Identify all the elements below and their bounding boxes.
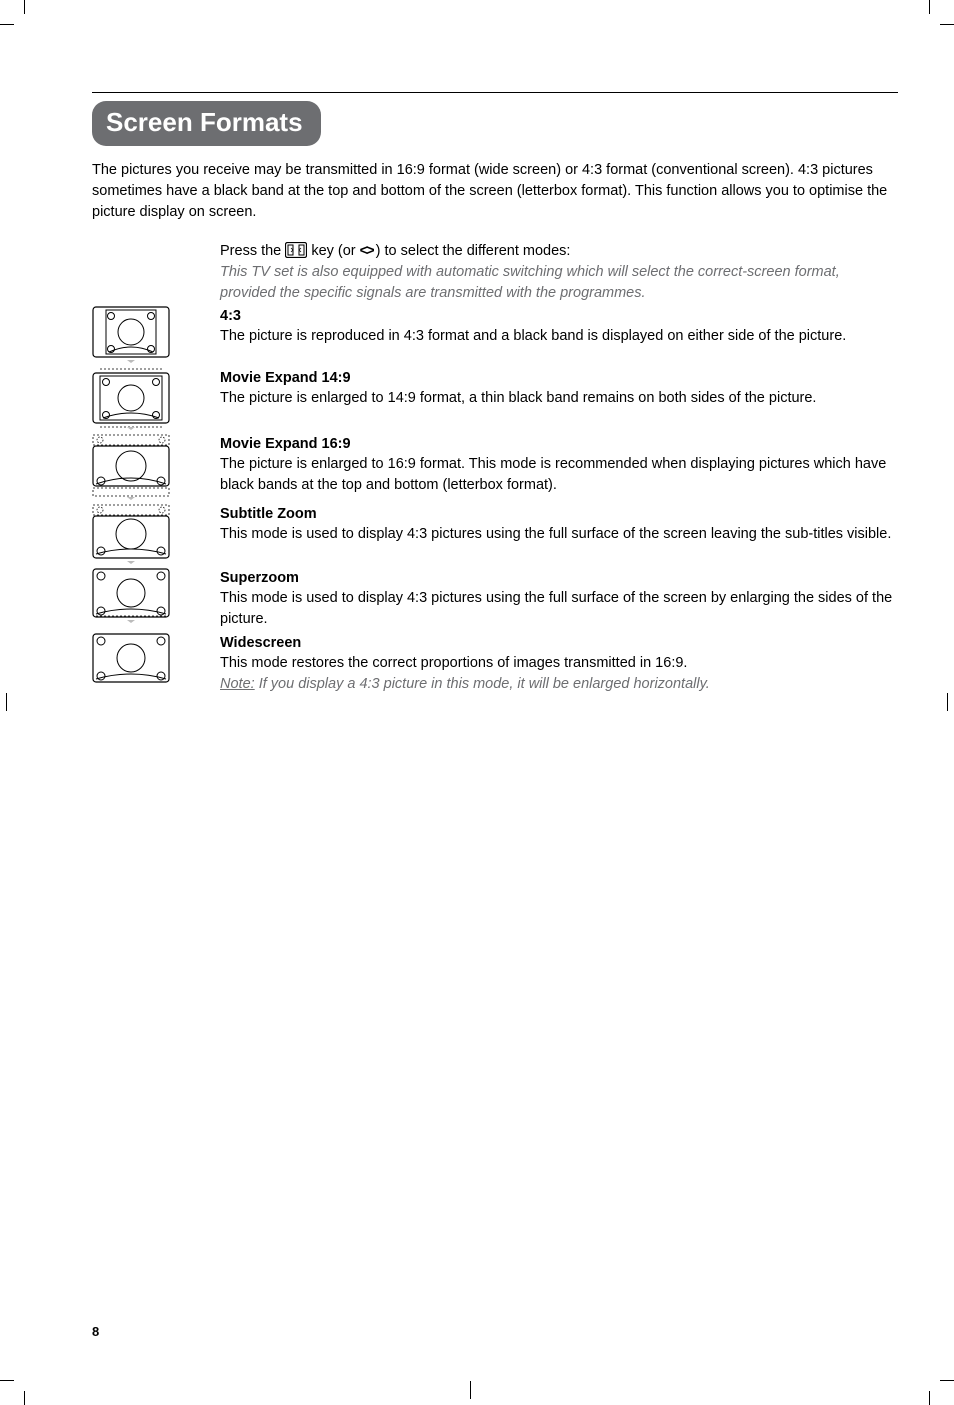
tv-14-9-icon — [92, 368, 170, 430]
tv-widescreen-icon — [92, 633, 170, 683]
page-number: 8 — [92, 1324, 99, 1339]
icon-col — [92, 306, 220, 364]
format-body: The picture is enlarged to 16:9 format. … — [220, 454, 898, 495]
crop-mark — [6, 693, 7, 711]
top-rule — [92, 92, 898, 93]
format-text: 4:3 The picture is reproduced in 4:3 for… — [220, 306, 898, 347]
crop-mark — [940, 1380, 954, 1381]
crop-mark — [0, 1380, 14, 1381]
format-title: Subtitle Zoom — [220, 504, 898, 524]
format-body: The picture is reproduced in 4:3 format … — [220, 326, 898, 346]
format-body: The picture is enlarged to 14:9 format, … — [220, 388, 898, 408]
icon-col — [92, 434, 220, 500]
crop-mark — [940, 24, 954, 25]
note-label: Note: — [220, 676, 255, 692]
format-row-16-9: Movie Expand 16:9 The picture is enlarge… — [92, 434, 898, 500]
crop-mark — [24, 0, 25, 14]
format-note: Note: If you display a 4:3 picture in th… — [220, 674, 898, 694]
intro-paragraph: The pictures you receive may be transmit… — [92, 160, 898, 223]
format-row-widescreen: Widescreen This mode restores the correc… — [92, 633, 898, 694]
format-text: Widescreen This mode restores the correc… — [220, 633, 898, 694]
crop-mark — [947, 693, 948, 711]
icon-col — [92, 633, 220, 683]
crop-mark — [470, 1381, 471, 1399]
format-body: This mode is used to display 4:3 picture… — [220, 588, 898, 629]
left-right-arrows-icon: < > — [360, 243, 372, 259]
icon-col — [92, 368, 220, 430]
instruction-tail: ) to select the different modes: — [376, 243, 571, 259]
note-body: If you display a 4:3 picture in this mod… — [255, 676, 710, 692]
format-text: Movie Expand 16:9 The picture is enlarge… — [220, 434, 898, 495]
instruction-block: Press the key (or < > ) to select the di… — [220, 241, 898, 304]
crop-mark — [929, 1391, 930, 1405]
title-wrap: Screen Formats — [92, 101, 898, 146]
format-title: Superzoom — [220, 568, 898, 588]
format-text: Subtitle Zoom This mode is used to displ… — [220, 504, 898, 545]
format-body: This mode restores the correct proportio… — [220, 653, 898, 673]
format-title: Movie Expand 14:9 — [220, 368, 898, 388]
page-content: Screen Formats The pictures you receive … — [0, 0, 954, 694]
format-row-4-3: 4:3 The picture is reproduced in 4:3 for… — [92, 306, 898, 364]
format-body: This mode is used to display 4:3 picture… — [220, 524, 898, 544]
format-row-14-9: Movie Expand 14:9 The picture is enlarge… — [92, 368, 898, 430]
tv-4-3-icon — [92, 306, 170, 364]
icon-col — [92, 568, 220, 624]
tv-16-9-icon — [92, 434, 170, 500]
format-text: Superzoom This mode is used to display 4… — [220, 568, 898, 629]
format-key-icon — [285, 242, 307, 258]
instruction-lead: Press the — [220, 243, 285, 259]
format-text: Movie Expand 14:9 The picture is enlarge… — [220, 368, 898, 409]
page-title: Screen Formats — [92, 101, 321, 146]
tv-superzoom-icon — [92, 568, 170, 624]
crop-mark — [0, 24, 14, 25]
format-title: Movie Expand 16:9 — [220, 434, 898, 454]
instruction-mid: key (or — [311, 243, 359, 259]
tv-subtitle-zoom-icon — [92, 504, 170, 564]
format-title: Widescreen — [220, 633, 898, 653]
format-row-superzoom: Superzoom This mode is used to display 4… — [92, 568, 898, 629]
icon-col — [92, 504, 220, 564]
crop-mark — [24, 1391, 25, 1405]
instruction-note: This TV set is also equipped with automa… — [220, 264, 840, 301]
format-title: 4:3 — [220, 306, 898, 326]
crop-mark — [929, 0, 930, 14]
format-row-subtitle-zoom: Subtitle Zoom This mode is used to displ… — [92, 504, 898, 564]
